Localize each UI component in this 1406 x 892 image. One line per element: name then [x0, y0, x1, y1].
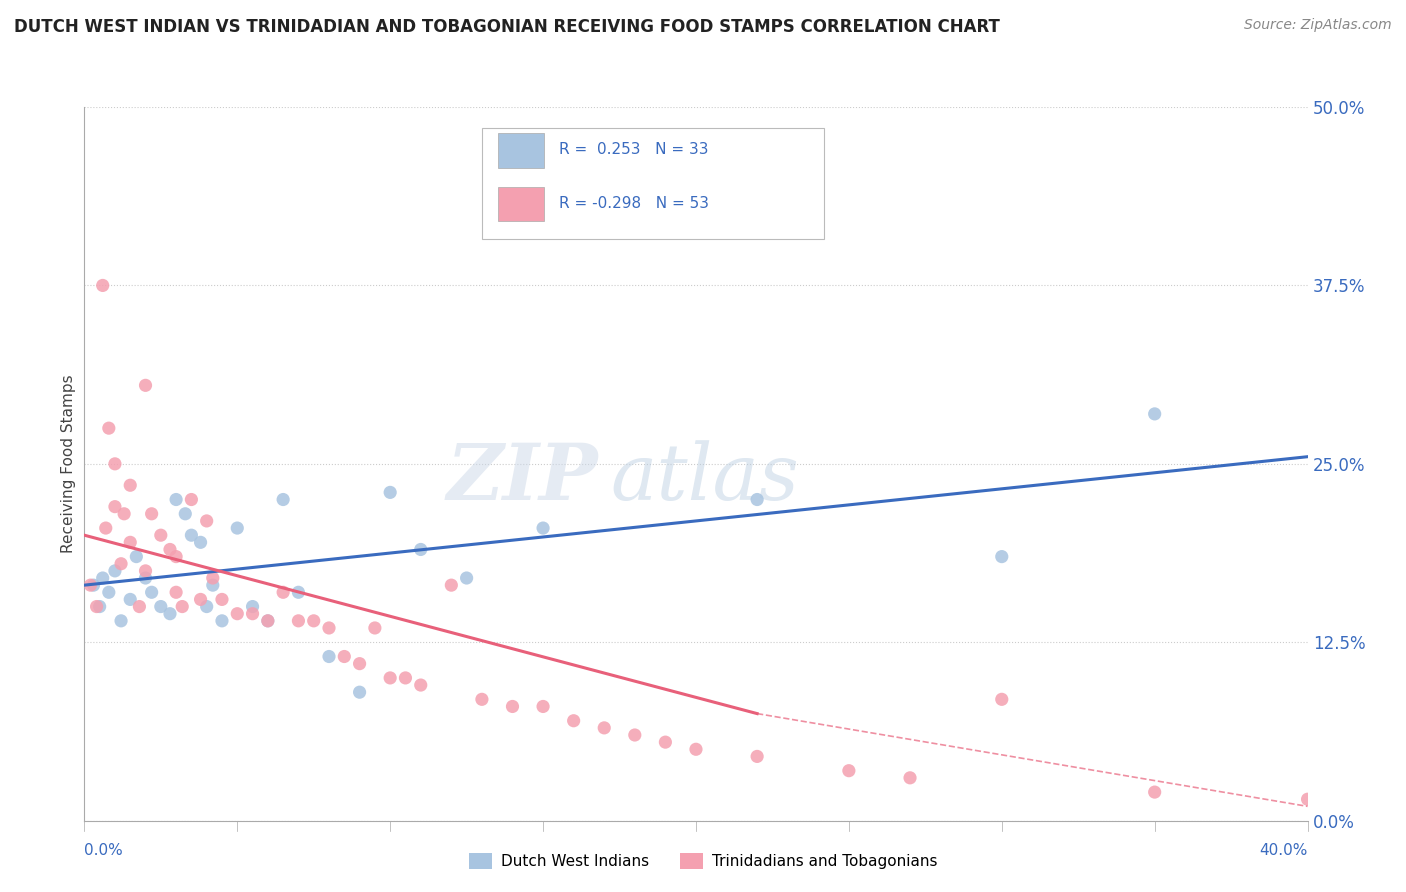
Point — [991, 549, 1014, 564]
Point — [242, 599, 264, 614]
Point — [287, 614, 309, 628]
Point — [257, 614, 280, 628]
Point — [180, 528, 202, 542]
Point — [471, 692, 494, 706]
Point — [242, 607, 264, 621]
Point — [172, 599, 194, 614]
Point — [104, 457, 127, 471]
Point — [110, 557, 132, 571]
Point — [349, 685, 371, 699]
Point — [135, 571, 157, 585]
Point — [97, 421, 120, 435]
Point — [135, 378, 157, 392]
Point — [141, 585, 163, 599]
Point — [141, 507, 163, 521]
Point — [409, 678, 432, 692]
Point — [747, 749, 769, 764]
Point — [898, 771, 921, 785]
Point — [91, 571, 114, 585]
Point — [91, 278, 114, 293]
Point — [104, 500, 127, 514]
Point — [97, 585, 120, 599]
Point — [440, 578, 463, 592]
Point — [654, 735, 676, 749]
Point — [1143, 785, 1166, 799]
Point — [104, 564, 127, 578]
Point — [195, 514, 218, 528]
Point — [257, 614, 280, 628]
Point — [349, 657, 371, 671]
Point — [333, 649, 356, 664]
Point — [120, 535, 142, 549]
Text: atlas: atlas — [610, 440, 799, 516]
Point — [991, 692, 1014, 706]
Text: R =  0.253   N = 33: R = 0.253 N = 33 — [560, 143, 709, 157]
Point — [531, 521, 554, 535]
Point — [79, 578, 101, 592]
Point — [593, 721, 616, 735]
Point — [318, 649, 340, 664]
Point — [201, 578, 224, 592]
Point — [562, 714, 585, 728]
Point — [1143, 407, 1166, 421]
Point — [364, 621, 387, 635]
Point — [302, 614, 325, 628]
Point — [94, 521, 117, 535]
Point — [502, 699, 524, 714]
Point — [380, 485, 402, 500]
Point — [226, 521, 249, 535]
Point — [165, 585, 187, 599]
Bar — [498, 134, 544, 168]
Point — [190, 535, 212, 549]
Point — [120, 478, 142, 492]
Point — [190, 592, 212, 607]
Bar — [498, 187, 544, 221]
Text: 0.0%: 0.0% — [84, 843, 124, 858]
Point — [112, 507, 135, 521]
Point — [380, 671, 402, 685]
Point — [110, 614, 132, 628]
Point — [165, 549, 187, 564]
Point — [271, 585, 294, 599]
Point — [211, 614, 233, 628]
Text: DUTCH WEST INDIAN VS TRINIDADIAN AND TOBAGONIAN RECEIVING FOOD STAMPS CORRELATIO: DUTCH WEST INDIAN VS TRINIDADIAN AND TOB… — [14, 18, 1000, 36]
Point — [271, 492, 294, 507]
Point — [159, 607, 181, 621]
Point — [287, 585, 309, 599]
Point — [838, 764, 860, 778]
Point — [174, 507, 197, 521]
Point — [211, 592, 233, 607]
Point — [135, 564, 157, 578]
FancyBboxPatch shape — [482, 128, 824, 239]
Point — [125, 549, 148, 564]
Point — [747, 492, 769, 507]
Text: R = -0.298   N = 53: R = -0.298 N = 53 — [560, 196, 709, 211]
Point — [149, 528, 172, 542]
Point — [165, 492, 187, 507]
Point — [226, 607, 249, 621]
Point — [180, 492, 202, 507]
Text: ZIP: ZIP — [447, 440, 598, 516]
Point — [159, 542, 181, 557]
Point — [624, 728, 647, 742]
Point — [409, 542, 432, 557]
Point — [120, 592, 142, 607]
Y-axis label: Receiving Food Stamps: Receiving Food Stamps — [60, 375, 76, 553]
Text: Source: ZipAtlas.com: Source: ZipAtlas.com — [1244, 18, 1392, 32]
Point — [89, 599, 111, 614]
Point — [201, 571, 224, 585]
Point — [531, 699, 554, 714]
Point — [456, 571, 478, 585]
Point — [195, 599, 218, 614]
Point — [86, 599, 108, 614]
Point — [83, 578, 105, 592]
Point — [1296, 792, 1319, 806]
Point — [685, 742, 707, 756]
Point — [318, 621, 340, 635]
Text: 40.0%: 40.0% — [1260, 843, 1308, 858]
Point — [149, 599, 172, 614]
Point — [394, 671, 416, 685]
Point — [128, 599, 150, 614]
Legend: Dutch West Indians, Trinidadians and Tobagonians: Dutch West Indians, Trinidadians and Tob… — [463, 847, 943, 875]
